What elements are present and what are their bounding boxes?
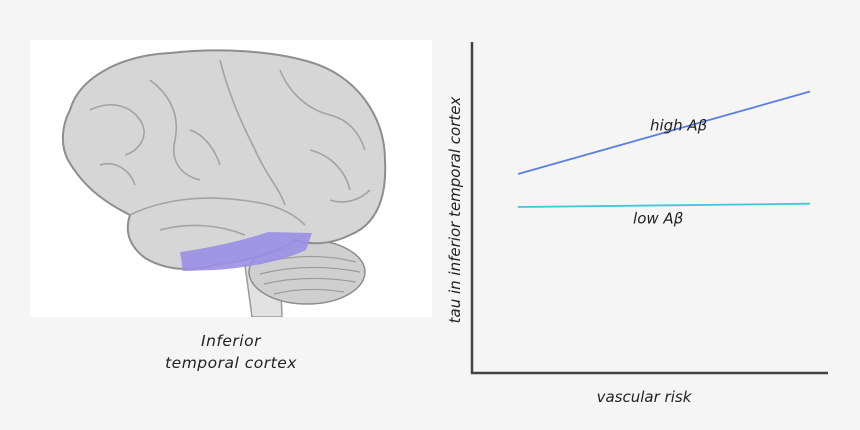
series-layer: high Aβ low Aβ xyxy=(517,90,811,227)
series-line-high-abeta xyxy=(517,90,811,175)
series-label-low-abeta: low Aβ xyxy=(633,209,684,227)
cerebrum xyxy=(62,49,387,270)
brain-caption-line1: Inferior xyxy=(201,332,261,350)
inferior-temporal-cortex-highlight xyxy=(180,232,312,271)
series-line-low-abeta xyxy=(517,202,811,208)
y-axis-label: tau in inferior temporal cortex xyxy=(446,97,464,324)
x-axis-label: vascular risk xyxy=(597,388,693,406)
brain-caption-line2: temporal cortex xyxy=(165,354,297,372)
brain-illustration xyxy=(62,49,387,317)
cerebellum-folds xyxy=(257,255,361,295)
brain-illustration-panel xyxy=(30,40,432,317)
brain-sulci xyxy=(89,59,371,236)
series-label-high-abeta: high Aβ xyxy=(650,117,708,135)
